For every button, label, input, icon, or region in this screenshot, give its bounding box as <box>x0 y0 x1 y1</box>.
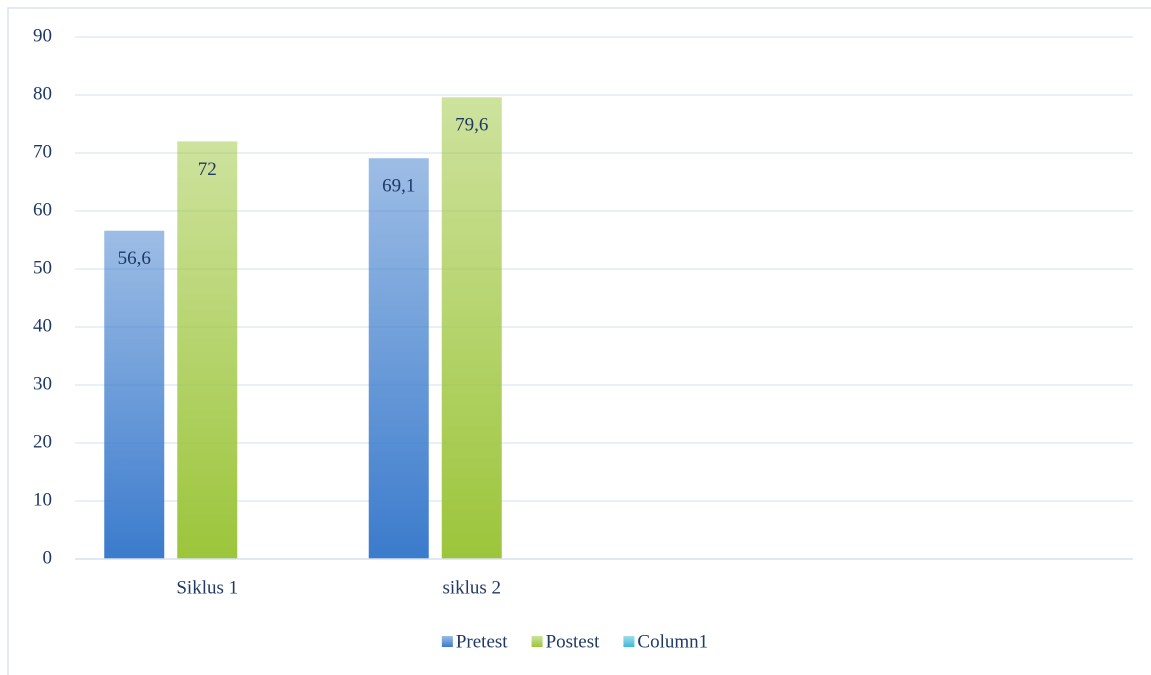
value-label: 69,1 <box>382 176 415 197</box>
legend-label: Postest <box>546 631 601 652</box>
y-tick-label: 30 <box>33 373 52 394</box>
bar <box>441 97 502 559</box>
legend-swatch <box>623 636 635 647</box>
x-tick-label: Siklus 1 <box>176 577 238 598</box>
y-tick-label: 60 <box>33 199 52 220</box>
value-label: 72 <box>198 159 217 180</box>
legend-label: Column1 <box>637 631 708 652</box>
y-tick-label: 90 <box>33 25 52 46</box>
y-tick-label: 10 <box>33 489 52 510</box>
legend-swatch <box>531 636 543 647</box>
value-label: 56,6 <box>118 248 151 269</box>
y-tick-label: 70 <box>33 141 52 162</box>
y-tick-label: 40 <box>33 315 52 336</box>
value-label: 79,6 <box>455 115 488 136</box>
y-tick-label: 20 <box>33 431 52 452</box>
legend-swatch <box>441 636 453 647</box>
x-tick-label: siklus 2 <box>442 577 501 598</box>
y-tick-label: 80 <box>33 83 52 104</box>
bar <box>177 141 238 559</box>
bar <box>104 230 165 559</box>
y-tick-label: 0 <box>43 547 53 568</box>
bar <box>368 158 429 559</box>
chart-frame <box>7 7 1151 675</box>
y-tick-label: 50 <box>33 257 52 278</box>
legend-label: Pretest <box>456 631 508 652</box>
legend: Pretest Postest Column1 <box>441 631 708 652</box>
